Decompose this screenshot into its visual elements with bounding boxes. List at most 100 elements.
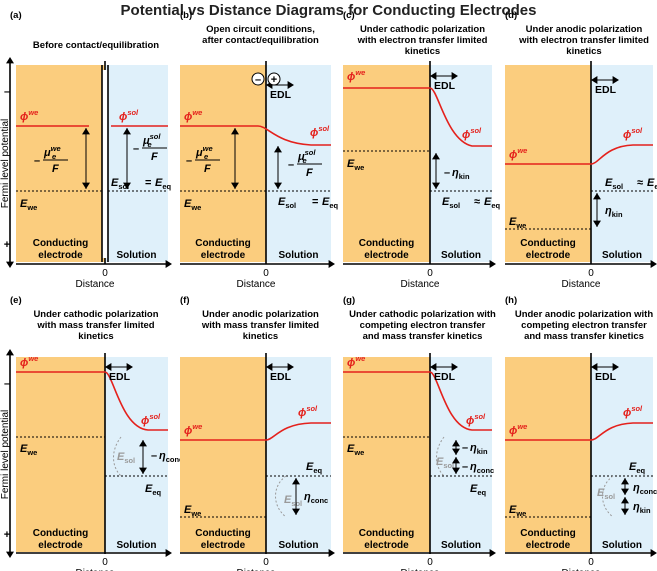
panel-caption-line: and mass transfer kinetics: [524, 331, 644, 342]
panel-tag: (d): [505, 10, 517, 21]
solution-label: Solution: [441, 540, 481, 551]
symbol-sup: we: [28, 108, 38, 117]
electrode-label: electrode: [38, 540, 83, 551]
arrowhead: [328, 549, 335, 557]
x-axis-label: Distance: [237, 568, 276, 571]
symbol-sup: we: [355, 354, 365, 363]
phi-sol-label: ϕsol: [466, 412, 486, 427]
arrowhead: [139, 467, 147, 474]
symbol-base: η: [304, 491, 311, 503]
symbol-base: E: [347, 443, 355, 455]
figure-title: Potential vs Distance Diagrams for Condu…: [120, 2, 537, 19]
symbol-sup: sol: [149, 412, 161, 421]
symbol-sub: e: [303, 156, 307, 165]
symbol-sub: kin: [459, 172, 470, 181]
solution-label: Solution: [117, 250, 157, 261]
electrode-region: [343, 65, 430, 262]
phi-sol-label: ϕsol: [310, 124, 330, 139]
panel-tag: (e): [10, 295, 22, 306]
symbol-base: E: [322, 196, 330, 208]
approx-sign: ≈: [474, 196, 480, 208]
panel-caption-line: Before contact/equilibration: [33, 40, 159, 51]
symbol-base: μ: [43, 147, 51, 159]
solution-region: [105, 65, 168, 262]
symbol-base: F: [151, 151, 158, 163]
symbol-base: E: [20, 198, 28, 210]
panel-caption-line: with electron transfer limited: [518, 35, 649, 46]
x-origin-label: 0: [588, 557, 594, 568]
symbol-sup: we: [517, 422, 527, 431]
arrowhead: [489, 549, 496, 557]
arrowhead: [6, 261, 14, 268]
symbol-base: F: [306, 167, 313, 179]
panel-tag: (a): [10, 10, 22, 21]
symbol-base: ϕ: [119, 111, 127, 123]
symbol-base: μ: [142, 135, 150, 147]
arrowhead: [591, 363, 598, 371]
e-sol-grey-label: Esol: [436, 456, 454, 470]
symbol-base: E: [436, 456, 444, 468]
panel-g: (g) Under cathodic polarization withcompe…: [343, 295, 496, 571]
arrowhead: [489, 260, 496, 268]
symbol-sup: we: [28, 354, 38, 363]
phi-sol-label: ϕsol: [119, 108, 139, 123]
e-sol-grey-label: Esol: [117, 451, 135, 465]
symbol-base: E: [306, 461, 314, 473]
panel-caption-line: kinetics: [78, 331, 113, 342]
symbol-sub: kin: [640, 506, 651, 515]
symbol-sup: we: [517, 146, 527, 155]
symbol-sub: eq: [313, 466, 322, 475]
phi-we-label: ϕwe: [347, 68, 365, 83]
arrowhead: [292, 478, 300, 485]
panel-tag: (h): [505, 295, 517, 306]
arrowhead: [612, 76, 619, 84]
arrowhead: [621, 497, 629, 504]
arrowhead: [82, 128, 90, 135]
phi-we-label: ϕwe: [184, 422, 202, 437]
x-origin-label: 0: [102, 268, 108, 279]
symbol-base: E: [509, 216, 517, 228]
symbol-sub: we: [353, 163, 364, 172]
arrowhead: [126, 363, 133, 371]
x-origin-label: 0: [263, 268, 269, 279]
symbol-base: η: [605, 205, 612, 217]
symbol-sub: eq: [491, 201, 500, 210]
solution-label: Solution: [602, 540, 642, 551]
y-axis-group: – + Fermi level potential: [0, 57, 14, 268]
symbol-base: η: [633, 482, 640, 494]
symbol-sub: sol: [443, 461, 454, 470]
y-axis-plus: +: [4, 529, 10, 541]
arrowhead: [593, 220, 601, 227]
e-we-label: Ewe: [20, 443, 37, 457]
symbol-sub: eq: [654, 182, 657, 191]
arrowhead: [621, 478, 629, 485]
e-eq-label: Eeq: [647, 177, 657, 191]
edl-label: EDL: [434, 371, 456, 383]
panel-caption-line: after contact/equilibration: [202, 35, 319, 46]
symbol-base: F: [52, 163, 59, 175]
potential-line: [505, 422, 653, 441]
arrowhead: [621, 508, 629, 515]
symbol-base: η: [470, 442, 477, 454]
panel-caption-line: and mass transfer kinetics: [363, 331, 483, 342]
e-sol-grey-label: Esol: [597, 487, 615, 501]
e-we-label: Ewe: [509, 216, 526, 230]
potential-line: [505, 144, 653, 165]
electrode-label: electrode: [364, 540, 409, 551]
symbol-sub: we: [515, 221, 526, 230]
symbol-sub: conc: [640, 487, 657, 496]
symbol-sub: we: [26, 203, 37, 212]
symbol-base: E: [442, 196, 450, 208]
electrode-region: [180, 65, 266, 262]
panel-caption-line: kinetics: [243, 331, 278, 342]
solution-region: [591, 357, 653, 552]
symbol-base: E: [111, 177, 119, 189]
negative-charge-sign: –: [255, 74, 261, 86]
symbol-sub: we: [190, 509, 201, 518]
panel-b: (b) Open circuit conditions,after contact…: [180, 10, 338, 290]
e-sol-label: Esol: [442, 196, 460, 210]
arrowhead: [165, 549, 172, 557]
symbol-base: E: [605, 177, 613, 189]
phi-sol-label: ϕsol: [462, 126, 482, 141]
phi-we-label: ϕwe: [509, 146, 527, 161]
